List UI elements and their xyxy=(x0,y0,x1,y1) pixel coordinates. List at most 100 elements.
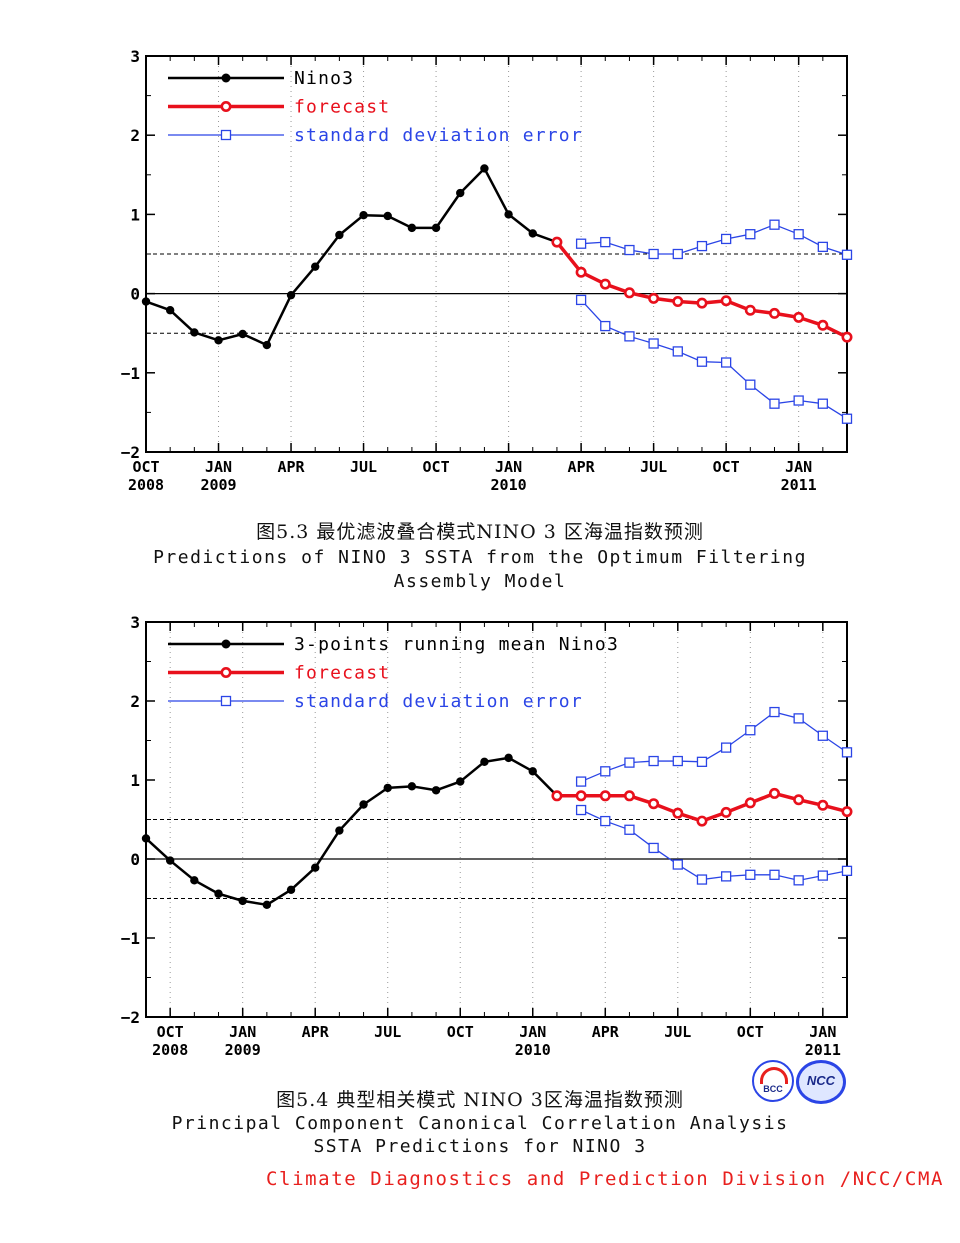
ncc-logo: NCC xyxy=(796,1060,846,1104)
chart2-legend-marker xyxy=(220,666,232,678)
chart2-error-point xyxy=(817,730,828,741)
chart2-forecast-point xyxy=(575,790,587,802)
chart2-error-point xyxy=(624,824,635,835)
chart1-legend-marker xyxy=(221,73,231,83)
chart2-error-point xyxy=(672,859,683,870)
chart2-x-tick-label-month: JAN xyxy=(229,1023,256,1041)
ncc-logo-text: NCC xyxy=(806,1073,836,1088)
chart2-forecast-point xyxy=(841,806,853,818)
chart1-observed-point xyxy=(480,164,489,173)
chart1-observed-point xyxy=(165,306,175,315)
chart1-x-tick-label-month: OCT xyxy=(713,458,740,476)
chart2-forecast-point xyxy=(599,790,611,802)
chart1-error-point xyxy=(575,294,587,306)
chart2-error-point xyxy=(769,706,780,718)
chart1-observed-point xyxy=(359,210,368,220)
chart2-observed-point xyxy=(238,896,247,906)
chart1-forecast-point xyxy=(648,292,660,304)
chart2-y-tick-label: 2 xyxy=(130,692,140,711)
chart2-forecast-point xyxy=(793,794,805,806)
chart2-error-point xyxy=(575,776,587,787)
chart2-error-point xyxy=(624,757,635,768)
chart2-x-tick-label-month: JUL xyxy=(374,1023,401,1041)
footer-credit: Climate Diagnostics and Prediction Divis… xyxy=(266,1168,945,1190)
chart1-x-tick-label-year: 2010 xyxy=(491,476,527,494)
chart2-observed-line xyxy=(145,756,558,907)
chart1-title-cn: 图5.3 最优滤波叠合模式NINO 3 区海温指数预测 xyxy=(256,521,704,543)
chart1-error-point xyxy=(600,320,611,332)
chart2-error-point xyxy=(745,869,756,880)
chart2-x-tick-label-month: OCT xyxy=(737,1023,764,1041)
chart1-error-point xyxy=(793,229,804,240)
chart1-x-tick-label-year: 2008 xyxy=(128,476,164,494)
chart1-y-tick-label: −2 xyxy=(121,443,140,462)
chart2-x-tick-label-month: APR xyxy=(592,1023,620,1041)
chart1-forecast-point xyxy=(551,236,563,248)
chart2-error-point xyxy=(672,755,683,767)
chart2-y-tick-label: 3 xyxy=(130,613,140,632)
chart2-error-point xyxy=(648,842,659,854)
chart2-forecast-point xyxy=(817,799,829,811)
chart1-error-point xyxy=(600,236,611,248)
chart2-observed-point xyxy=(528,767,537,776)
chart2-legend-label: forecast xyxy=(294,663,390,684)
chart2-x-tick-label-year: 2009 xyxy=(225,1041,261,1059)
chart1-observed-point xyxy=(311,262,320,271)
chart2-observed-point xyxy=(165,856,175,865)
chart2-forecast-point xyxy=(551,790,563,802)
chart2-x-tick-label-month: JAN xyxy=(809,1023,836,1041)
chart1-legend-label: standard deviation error xyxy=(294,125,583,146)
chart2-observed-point xyxy=(262,900,272,910)
chart2-observed-point xyxy=(456,777,465,786)
chart1-forecast-point xyxy=(744,304,756,316)
chart1-error-point xyxy=(696,240,708,252)
chart1-x-tick-label-month: JUL xyxy=(350,458,377,476)
chart2-error-point xyxy=(696,874,708,885)
chart2-error-point xyxy=(745,725,756,736)
chart1-error-point xyxy=(672,248,683,260)
chart2-forecast-point xyxy=(672,807,684,819)
chart2-x-tick-label-year: 2008 xyxy=(152,1041,188,1059)
chart2-observed-point xyxy=(286,885,296,895)
chart2-observed-point xyxy=(480,757,489,767)
chart1-legend-label: forecast xyxy=(294,97,390,118)
chart2-x-tick-label-month: JAN xyxy=(519,1023,546,1041)
chart1-observed-point xyxy=(214,336,223,345)
chart1-observed-point xyxy=(431,223,441,233)
chart1-forecast-point xyxy=(623,287,635,299)
chart1-error-point xyxy=(648,338,659,349)
chart1-forecast-point xyxy=(817,319,829,331)
chart1-forecast-point xyxy=(793,311,805,323)
chart1-observed-point xyxy=(504,210,513,219)
chart2-error-point xyxy=(648,755,659,767)
chart2-x-tick-label-month: APR xyxy=(302,1023,330,1041)
chart2-subtitle-line2: SSTA Predictions for NINO 3 xyxy=(313,1136,647,1157)
chart2-forecast-point xyxy=(648,798,660,810)
chart1-observed-point xyxy=(262,340,272,350)
chart2-forecast-point xyxy=(623,790,635,802)
chart1-error-point xyxy=(720,357,732,368)
chart1-observed-point xyxy=(456,188,465,198)
chart1-forecast-point xyxy=(599,278,611,290)
chart2-y-tick-label: −2 xyxy=(121,1008,140,1027)
chart2-error-point xyxy=(600,766,611,777)
chart2-plot-frame xyxy=(145,621,848,1018)
bcc-logo-swirl-icon xyxy=(760,1067,788,1084)
chart2-error-band-upper-line xyxy=(580,711,848,783)
chart2-legend-marker xyxy=(221,639,231,649)
chart1-observed-point xyxy=(141,297,151,306)
chart1-error-point xyxy=(624,244,635,256)
chart2-observed-point xyxy=(431,786,441,795)
chart2-subtitle-line1: Principal Component Canonical Correlatio… xyxy=(171,1113,789,1134)
chart2-observed-point xyxy=(311,863,320,872)
chart2-x-tick-label-month: OCT xyxy=(447,1023,474,1041)
chart2-error-point xyxy=(720,871,732,882)
chart1-observed-line xyxy=(145,167,558,347)
chart1-x-tick-label-month: OCT xyxy=(132,458,159,476)
chart1-legend-marker xyxy=(220,101,232,113)
chart1-y-tick-label: 1 xyxy=(130,205,140,224)
chart1-error-point xyxy=(575,238,587,249)
chart2-forecast-point xyxy=(744,797,756,809)
